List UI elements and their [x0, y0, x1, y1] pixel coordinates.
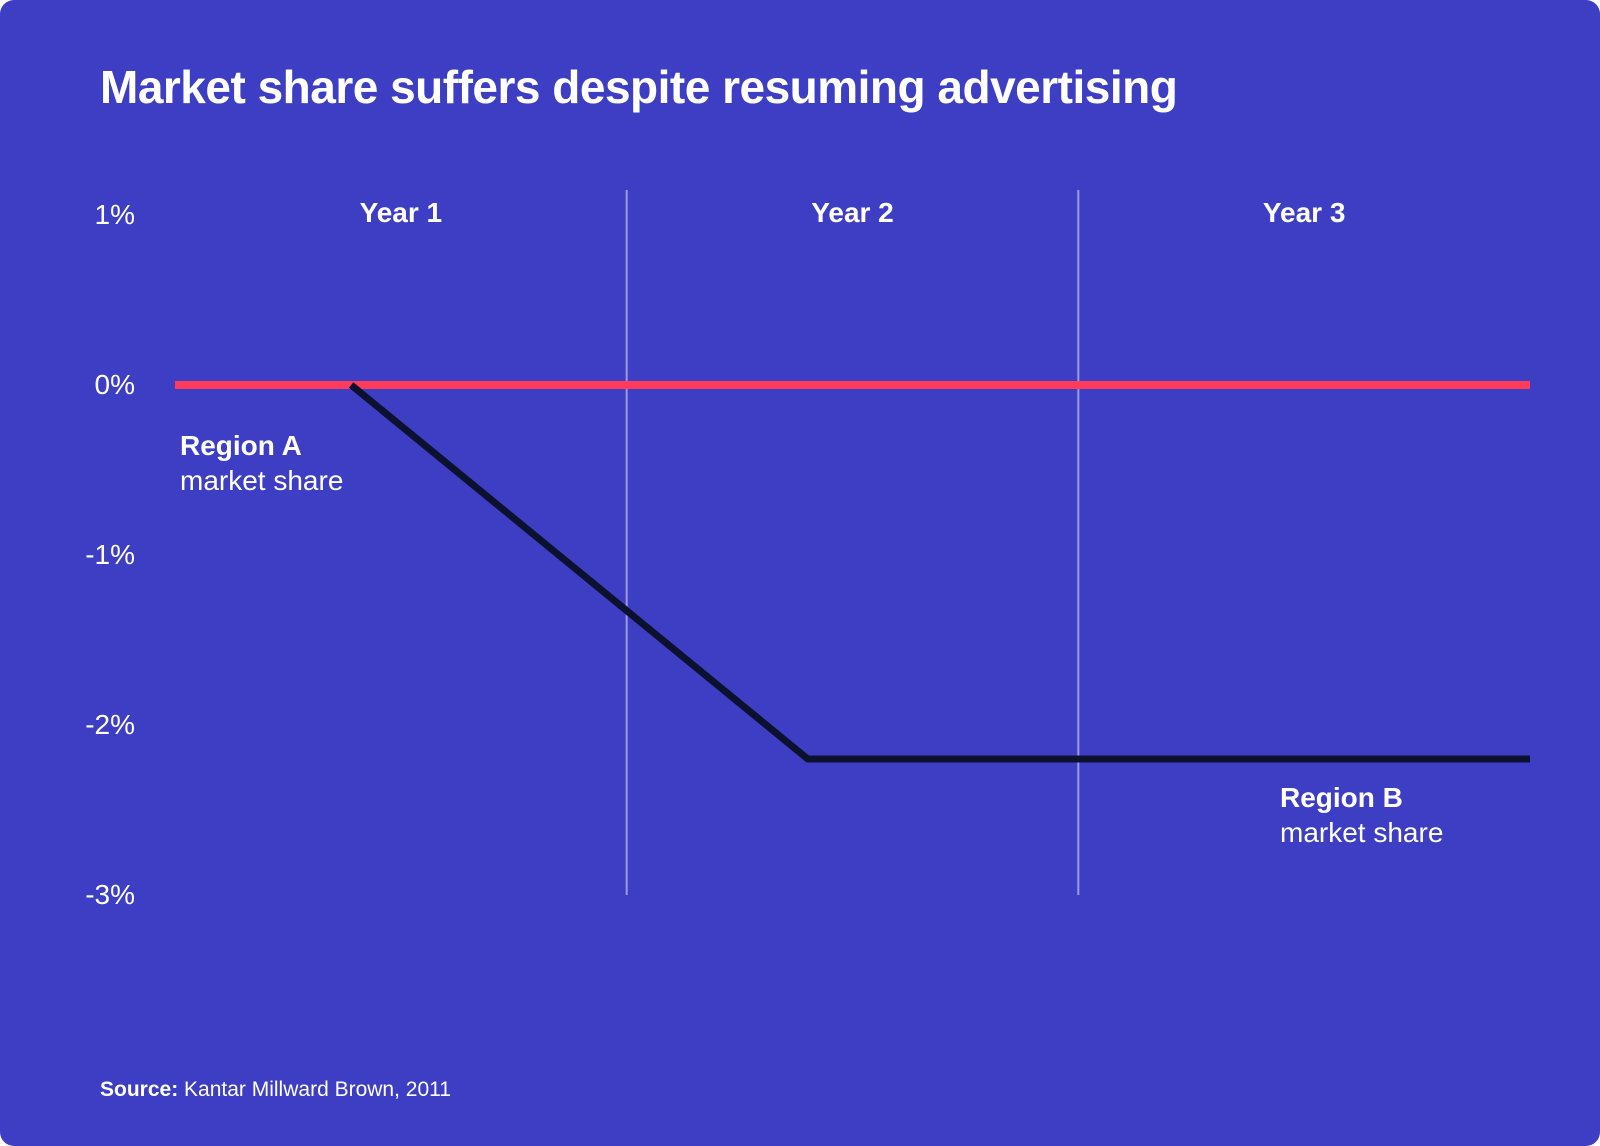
series-sub: market share — [1280, 815, 1443, 850]
series-sub: market share — [180, 463, 343, 498]
y-tick-label: -2% — [85, 709, 135, 741]
chart-title: Market share suffers despite resuming ad… — [100, 60, 1177, 114]
y-tick-label: -1% — [85, 539, 135, 571]
y-tick-label: 1% — [95, 199, 135, 231]
series-label-region_b: Region Bmarket share — [1280, 780, 1443, 850]
source-value: Kantar Millward Brown, 2011 — [184, 1078, 451, 1101]
series-name: Region A — [180, 428, 343, 463]
x-segment-label: Year 3 — [1263, 197, 1346, 229]
y-tick-label: -3% — [85, 879, 135, 911]
source-label: Source: — [100, 1078, 178, 1101]
x-segment-label: Year 2 — [811, 197, 894, 229]
series-name: Region B — [1280, 780, 1443, 815]
source-citation: Source: Kantar Millward Brown, 2011 — [100, 1078, 451, 1102]
series-label-region_a: Region Amarket share — [180, 428, 343, 498]
y-tick-label: 0% — [95, 369, 135, 401]
x-segment-label: Year 1 — [360, 197, 443, 229]
slide: Market share suffers despite resuming ad… — [0, 0, 1600, 1146]
